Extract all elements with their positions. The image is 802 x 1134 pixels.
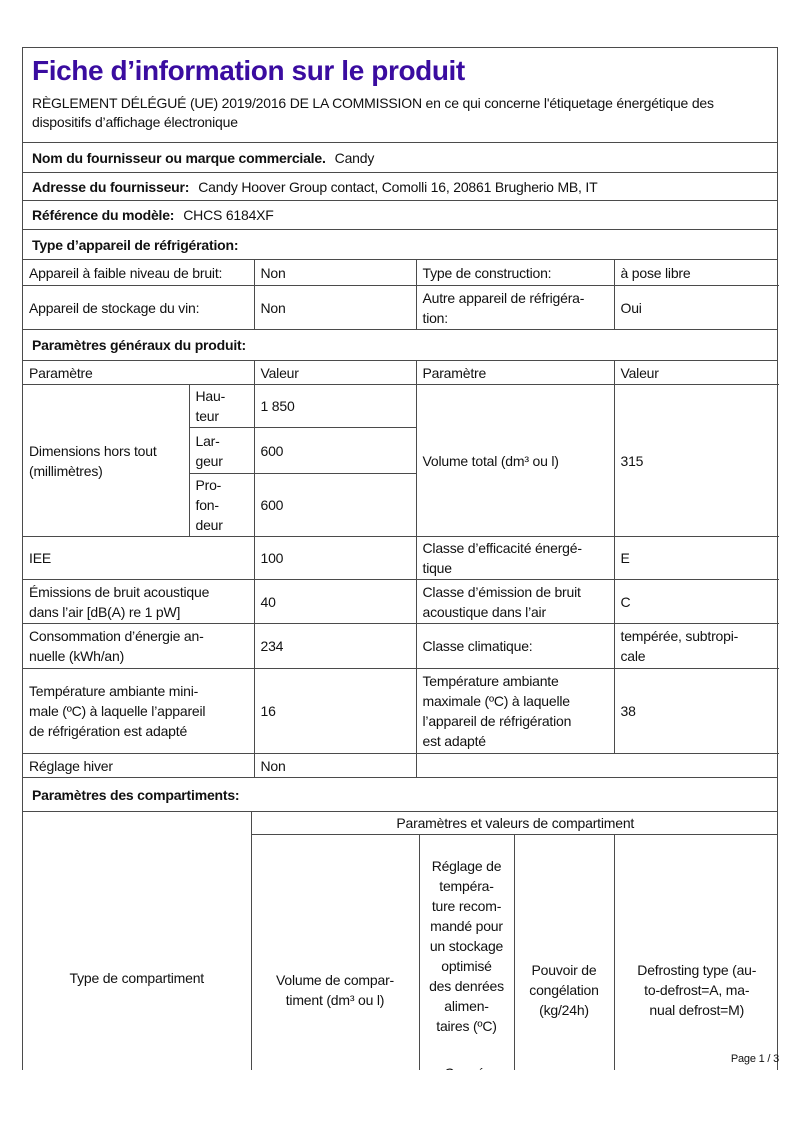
- param-cell: Température ambiante maximale (ºC) à laq…: [415, 668, 615, 754]
- param-cell: Appareil à faible niveau de bruit:: [22, 259, 255, 286]
- value-cell: 16: [253, 668, 417, 754]
- value-cell: à pose libre: [613, 259, 780, 286]
- general-section-heading: Paramètres généraux du produit:: [23, 330, 777, 361]
- page-number: Page 1 / 3: [730, 1053, 779, 1065]
- param-cell: Consommation d’énergie an- nuelle (kWh/a…: [22, 623, 255, 669]
- param-cell: Autre appareil de réfrigéra- tion:: [415, 285, 615, 330]
- compartments-table: Type de compartiment Paramètres et valeu…: [23, 812, 777, 1070]
- band-header: Paramètres et valeurs de compartiment: [250, 812, 777, 835]
- supplier-name-row: Nom du fournisseur ou marque commerciale…: [23, 143, 777, 173]
- general-section-table-wrap: Paramètre Valeur Paramètre Valeur Dimens…: [22, 360, 780, 778]
- supplier-name-value: Candy: [334, 149, 375, 166]
- dimension-value: 1 850: [253, 384, 417, 428]
- value-cell: 315: [613, 384, 780, 537]
- table-header-row: Paramètre Valeur Paramètre Valeur: [22, 360, 780, 385]
- param-cell: Appareil de stockage du vin:: [22, 285, 255, 330]
- column-header: Valeur: [613, 360, 780, 385]
- product-fiche-document: Fiche d’information sur le produit RÈGLE…: [22, 47, 780, 1070]
- dimensions-label-cell: Dimensions hors tout (millimètres): [22, 384, 190, 537]
- temperature-setting-header: Réglage de tempéra- ture recom- mandé po…: [418, 834, 515, 1070]
- column-header: Paramètre: [415, 360, 615, 385]
- dimension-sub-label: Lar- geur: [188, 427, 255, 474]
- table-row: IEE 100 Classe d’efficacité énergé- tiqu…: [22, 536, 780, 580]
- table-row: Température ambiante mini- male (ºC) à l…: [22, 668, 780, 754]
- compartments-table-wrap: Type de compartiment Paramètres et valeu…: [23, 812, 777, 1070]
- table-row: Dimensions hors tout (millimètres) Hau- …: [22, 384, 780, 537]
- value-cell: 40: [253, 579, 417, 624]
- value-cell: Non: [253, 753, 417, 778]
- table-row: Réglage hiver Non: [22, 753, 780, 778]
- dimension-value: 600: [253, 427, 417, 474]
- temperature-setting-text: Réglage de tempéra- ture recom- mandé po…: [429, 858, 504, 1034]
- column-header: Valeur: [253, 360, 417, 385]
- table-row: Appareil de stockage du vin: Non Autre a…: [22, 285, 780, 330]
- value-cell: 38: [613, 668, 780, 754]
- general-section-table: Paramètre Valeur Paramètre Valeur Dimens…: [22, 360, 780, 778]
- supplier-address-value: Candy Hoover Group contact, Comolli 16, …: [198, 178, 598, 195]
- value-cell: tempérée, subtropi- cale: [613, 623, 780, 669]
- param-cell: Volume total (dm³ ou l): [415, 384, 615, 537]
- value-cell: Oui: [613, 285, 780, 330]
- type-section-table: Appareil à faible niveau de bruit: Non T…: [22, 259, 780, 330]
- page-title: Fiche d’information sur le produit: [32, 55, 465, 86]
- supplier-address-row: Adresse du fournisseur: Candy Hoover Gro…: [23, 173, 777, 201]
- freezing-capacity-header: Pouvoir de congélation (kg/24h): [513, 834, 615, 1070]
- supplier-address-label: Adresse du fournisseur:: [32, 178, 190, 195]
- value-cell: C: [613, 579, 780, 624]
- param-cell: Température ambiante mini- male (ºC) à l…: [22, 668, 255, 754]
- regulation-subtitle: RÈGLEMENT DÉLÉGUÉ (UE) 2019/2016 DE LA C…: [32, 95, 714, 130]
- table-header-row: Type de compartiment Paramètres et valeu…: [23, 812, 777, 1070]
- model-reference-value: CHCS 6184XF: [183, 207, 274, 223]
- dimension-sub-label: Pro- fon- deur: [188, 473, 255, 537]
- dimension-sub-label: Hau- teur: [188, 384, 255, 428]
- value-cell: Non: [253, 285, 417, 330]
- supplier-name-label: Nom du fournisseur ou marque commerciale…: [32, 149, 326, 166]
- param-cell: Classe d’émission de bruit acoustique da…: [415, 579, 615, 624]
- param-cell: Type de construction:: [415, 259, 615, 286]
- temperature-setting-note: Ces ré- glages ne doivent: [426, 1063, 508, 1070]
- table-row: Émissions de bruit acoustique dans l’air…: [22, 579, 780, 624]
- value-cell: 234: [253, 623, 417, 669]
- table-row: Pro- fon- deur 600: [23, 473, 779, 537]
- defrosting-type-header: Defrosting type (au- to-defrost=A, ma- n…: [613, 834, 777, 1070]
- param-cell: IEE: [22, 536, 255, 580]
- param-cell: Réglage hiver: [22, 753, 255, 778]
- empty-cell: [415, 753, 780, 778]
- type-section-table-wrap: Appareil à faible niveau de bruit: Non T…: [22, 259, 780, 330]
- compartments-section-heading: Paramètres des compartiments:: [23, 778, 777, 812]
- compartment-type-header: Type de compartiment: [23, 812, 252, 1070]
- table-row: Consommation d’énergie an- nuelle (kWh/a…: [22, 623, 780, 669]
- value-cell: Non: [253, 259, 417, 286]
- column-header: Paramètre: [22, 360, 255, 385]
- param-cell: Émissions de bruit acoustique dans l’air…: [22, 579, 255, 624]
- table-header-row: Volume de compar- timent (dm³ ou l) Régl…: [23, 834, 777, 1070]
- value-cell: 100: [253, 536, 417, 580]
- volume-header: Volume de compar- timent (dm³ ou l): [250, 834, 420, 1070]
- value-cell: E: [613, 536, 780, 580]
- param-cell: Classe d’efficacité énergé- tique: [415, 536, 615, 580]
- model-reference-row: Référence du modèle: CHCS 6184XF: [23, 201, 777, 230]
- dimension-value: 600: [253, 473, 417, 537]
- table-row: Appareil à faible niveau de bruit: Non T…: [22, 259, 780, 286]
- model-reference-label: Référence du modèle:: [32, 207, 175, 223]
- table-row: Lar- geur 600: [23, 427, 779, 474]
- type-section-heading: Type d’appareil de réfrigération:: [23, 230, 777, 260]
- param-cell: Classe climatique:: [415, 623, 615, 669]
- document-header: Fiche d’information sur le produit RÈGLE…: [23, 48, 777, 143]
